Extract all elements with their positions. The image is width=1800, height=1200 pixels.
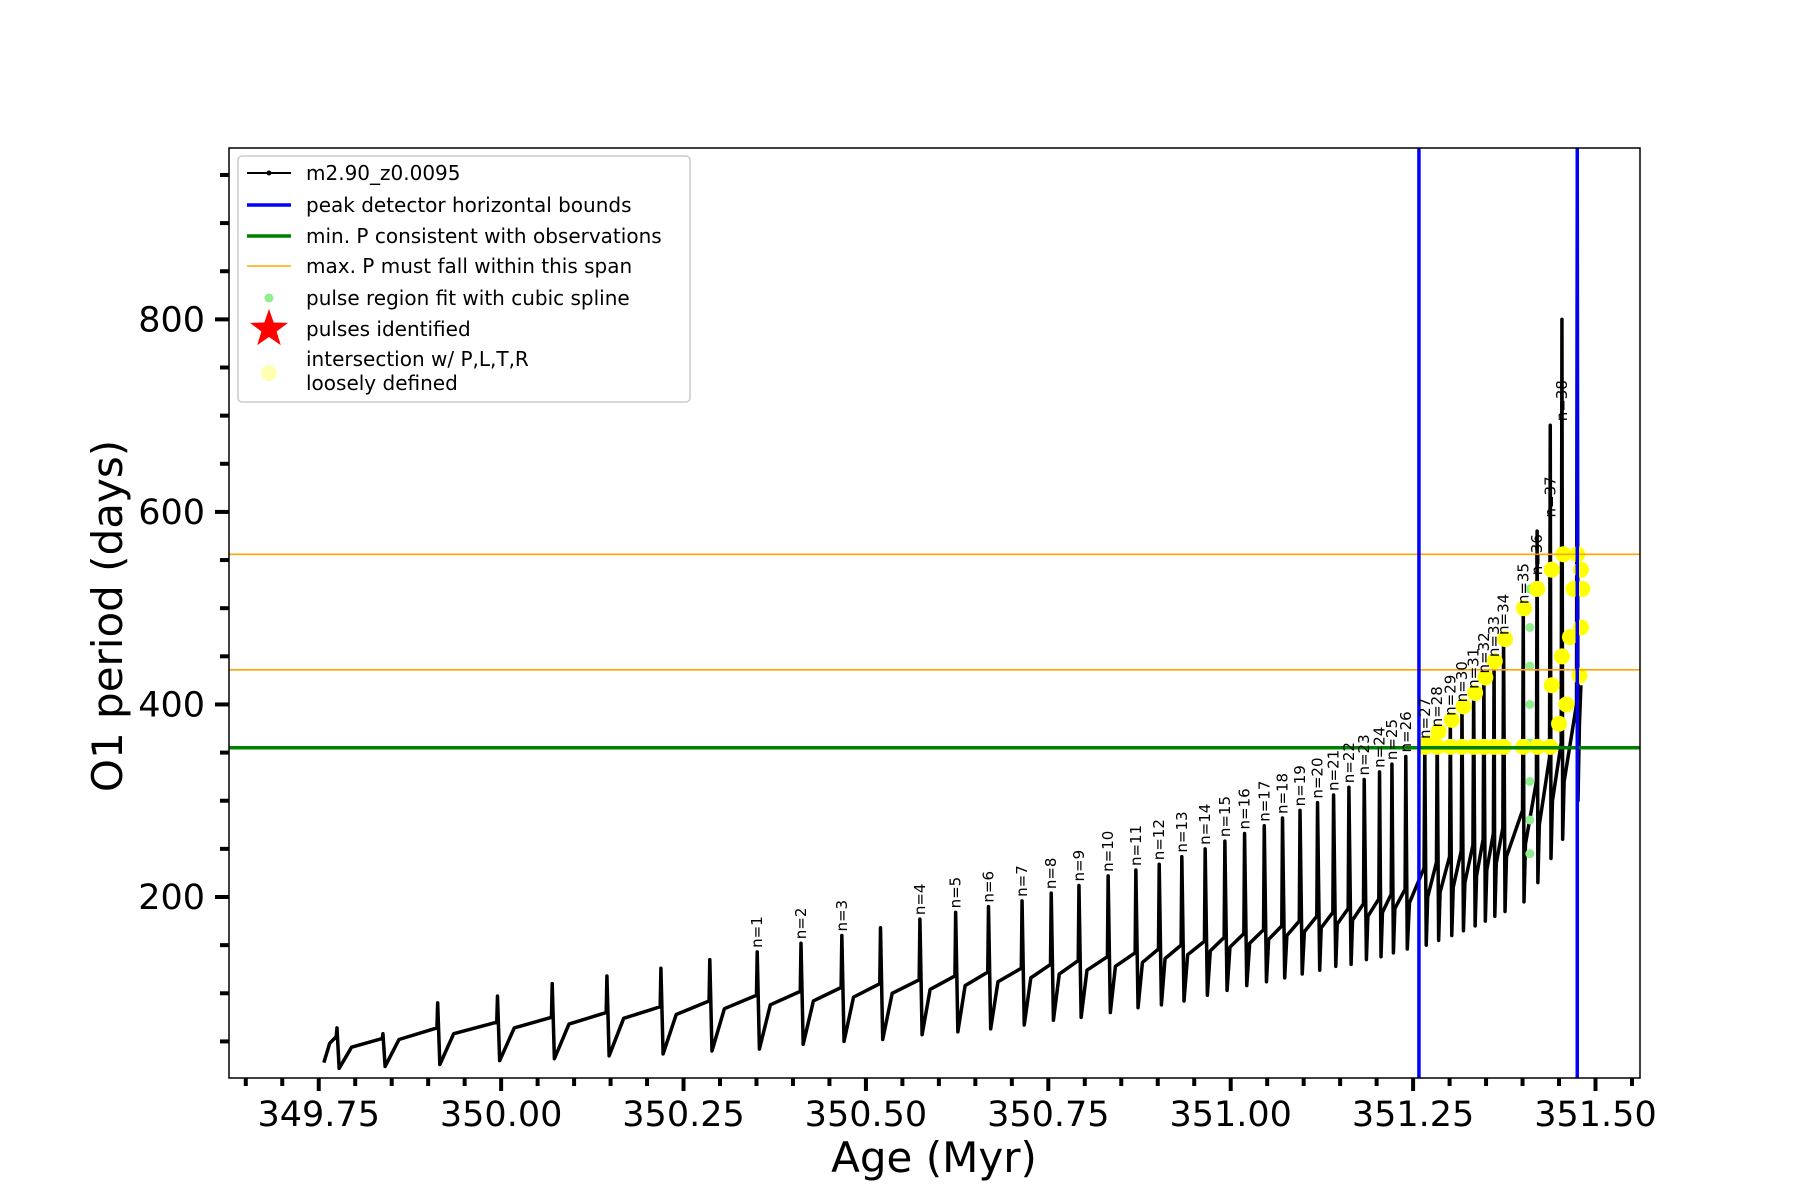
data-line bbox=[322, 192, 1583, 1071]
legend-box bbox=[237, 155, 691, 403]
x-tick-label: 349.75 bbox=[258, 1095, 380, 1135]
legend-label: pulse region fit with cubic spline bbox=[306, 286, 630, 310]
scatter-point bbox=[1525, 699, 1535, 709]
scatter-point bbox=[1525, 622, 1535, 632]
pulse-label: n=10 bbox=[1099, 831, 1117, 872]
x-tick-label: 350.00 bbox=[440, 1095, 562, 1135]
y-tick-label: 600 bbox=[138, 493, 205, 533]
scatter-point bbox=[1515, 600, 1532, 617]
pulse-label: n=31 bbox=[1465, 648, 1483, 689]
pulse-label: n=2 bbox=[792, 908, 810, 940]
pulse-label: n=17 bbox=[1255, 781, 1273, 822]
pulse-label: n=22 bbox=[1340, 742, 1358, 783]
legend-label: m2.90_z0.0095 bbox=[306, 161, 461, 185]
legend-label: pulses identified bbox=[306, 317, 471, 341]
scatter-point bbox=[1543, 561, 1560, 578]
scatter-point bbox=[1525, 661, 1535, 671]
pulse-label: n=32 bbox=[1475, 632, 1493, 673]
legend-label: min. P consistent with observations bbox=[306, 224, 662, 248]
pulse-label: n=8 bbox=[1042, 858, 1060, 890]
pulse-label: n=34 bbox=[1495, 594, 1513, 635]
legend-swatch bbox=[266, 170, 272, 176]
scatter-point bbox=[1430, 723, 1447, 740]
pulse-label: n=19 bbox=[1291, 765, 1309, 806]
scatter-point bbox=[1558, 696, 1575, 713]
y-tick-label: 200 bbox=[138, 878, 205, 918]
scatter-point bbox=[1572, 619, 1589, 636]
plot-area bbox=[229, 148, 1640, 1078]
pulse-label: n=21 bbox=[1325, 750, 1343, 791]
legend-swatch bbox=[264, 293, 274, 303]
pulse-label: n=14 bbox=[1196, 804, 1214, 845]
pulse-label: n=16 bbox=[1236, 788, 1254, 829]
pulse-label: n=23 bbox=[1355, 734, 1373, 775]
pulse-label: n=27 bbox=[1416, 698, 1434, 739]
pulse-label: n=26 bbox=[1397, 711, 1415, 752]
pulse-label: n=15 bbox=[1216, 796, 1234, 837]
pulse-label: n=1 bbox=[748, 916, 766, 948]
x-tick-label: 351.25 bbox=[1352, 1095, 1474, 1135]
pulse-label: n=25 bbox=[1383, 719, 1401, 760]
scatter-point bbox=[1551, 715, 1568, 732]
scatter-point bbox=[1443, 711, 1460, 728]
pulse-label: n=7 bbox=[1013, 865, 1031, 897]
x-tick-label: 351.50 bbox=[1534, 1095, 1656, 1135]
scatter-point bbox=[1497, 630, 1514, 647]
scatter-point bbox=[1571, 667, 1588, 684]
pulse-label: n=3 bbox=[833, 900, 851, 932]
pulse-label: n=28 bbox=[1428, 686, 1446, 727]
pulse-label: n=4 bbox=[911, 884, 929, 916]
pulse-label: n=36 bbox=[1528, 534, 1546, 575]
pulse-label: n=18 bbox=[1274, 773, 1292, 814]
scatter-point bbox=[1543, 677, 1560, 694]
y-tick-label: 800 bbox=[138, 300, 205, 340]
scatter-point bbox=[1561, 629, 1578, 646]
pulse-label: n=29 bbox=[1441, 675, 1459, 716]
pulse-label: n=37 bbox=[1541, 476, 1559, 517]
x-axis-label: Age (Myr) bbox=[831, 1133, 1037, 1182]
y-tick-label: 400 bbox=[138, 685, 205, 725]
scatter-point bbox=[1525, 815, 1535, 825]
legend-label: max. P must fall within this span bbox=[306, 254, 632, 278]
legend-label: peak detector horizontal bounds bbox=[306, 193, 632, 217]
scatter-point bbox=[1553, 648, 1570, 665]
legend-swatch bbox=[261, 365, 277, 381]
pulse-label: n=24 bbox=[1371, 727, 1389, 768]
x-tick-label: 350.75 bbox=[987, 1095, 1109, 1135]
pulse-label: n=12 bbox=[1150, 819, 1168, 860]
pulse-label: n=38 bbox=[1553, 380, 1571, 421]
scatter-point bbox=[1529, 580, 1546, 597]
x-tick-label: 350.25 bbox=[622, 1095, 744, 1135]
pulse-label: n=30 bbox=[1453, 661, 1471, 702]
scatter-point bbox=[1467, 684, 1484, 701]
plot-frame bbox=[228, 147, 1641, 1079]
x-tick-label: 351.00 bbox=[1169, 1095, 1291, 1135]
legend-label: intersection w/ P,L,T,R loosely defined bbox=[306, 347, 529, 395]
legend-swatch bbox=[249, 309, 289, 346]
pulse-label: n=35 bbox=[1514, 563, 1532, 604]
pulse-label: n=6 bbox=[979, 871, 997, 903]
pulse-label: n=33 bbox=[1485, 616, 1503, 657]
scatter-point bbox=[1486, 653, 1503, 670]
pulse-label: n=5 bbox=[947, 877, 965, 909]
scatter-point bbox=[1525, 849, 1535, 859]
pulse-label: n=20 bbox=[1309, 757, 1327, 798]
y-axis-label: O1 period (days) bbox=[83, 440, 132, 792]
x-tick-label: 350.50 bbox=[805, 1095, 927, 1135]
scatter-point bbox=[1477, 669, 1494, 686]
pulse-label: n=11 bbox=[1127, 825, 1145, 866]
pulse-label: n=13 bbox=[1173, 811, 1191, 852]
pulse-label: n=9 bbox=[1070, 850, 1088, 882]
scatter-point bbox=[1525, 776, 1535, 786]
scatter-point bbox=[1455, 698, 1472, 715]
scatter-point bbox=[1572, 561, 1589, 578]
